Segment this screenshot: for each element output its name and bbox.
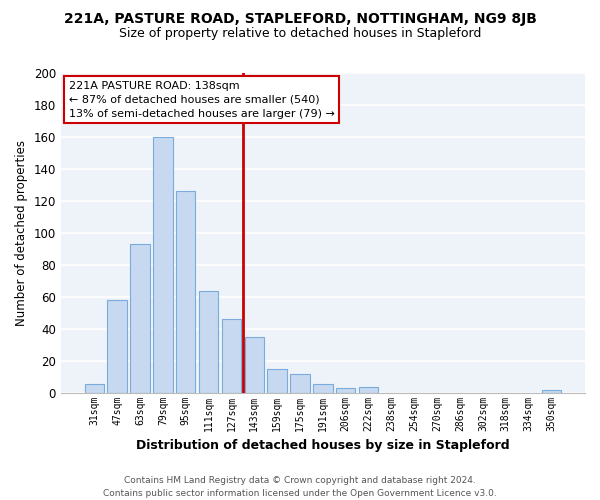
Bar	[107, 300, 127, 393]
Text: 221A, PASTURE ROAD, STAPLEFORD, NOTTINGHAM, NG9 8JB: 221A, PASTURE ROAD, STAPLEFORD, NOTTINGH…	[64, 12, 536, 26]
Text: 221A PASTURE ROAD: 138sqm
← 87% of detached houses are smaller (540)
13% of semi: 221A PASTURE ROAD: 138sqm ← 87% of detac…	[68, 80, 335, 118]
Bar	[85, 384, 104, 393]
Bar	[542, 390, 561, 393]
Bar	[359, 386, 379, 393]
Bar	[153, 136, 173, 393]
Bar	[245, 337, 264, 393]
Text: Contains HM Land Registry data © Crown copyright and database right 2024.
Contai: Contains HM Land Registry data © Crown c…	[103, 476, 497, 498]
Bar	[176, 191, 196, 393]
Text: Size of property relative to detached houses in Stapleford: Size of property relative to detached ho…	[119, 28, 481, 40]
Bar	[290, 374, 310, 393]
Bar	[336, 388, 355, 393]
X-axis label: Distribution of detached houses by size in Stapleford: Distribution of detached houses by size …	[136, 440, 510, 452]
Bar	[199, 290, 218, 393]
Bar	[313, 384, 332, 393]
Bar	[130, 244, 150, 393]
Bar	[268, 369, 287, 393]
Bar	[222, 320, 241, 393]
Y-axis label: Number of detached properties: Number of detached properties	[15, 140, 28, 326]
